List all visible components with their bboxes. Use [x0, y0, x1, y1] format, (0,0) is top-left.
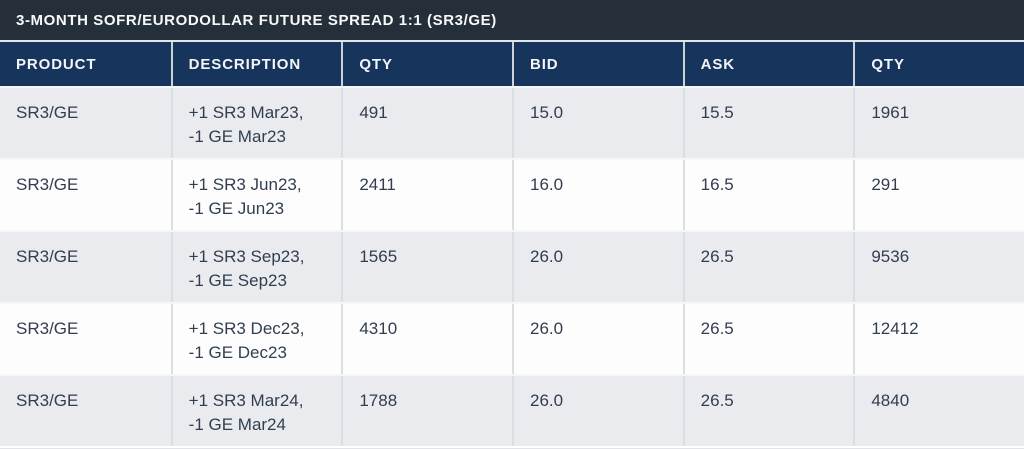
table-header-row: PRODUCT DESCRIPTION QTY BID ASK QTY: [0, 42, 1024, 86]
cell-description: +1 SR3 Mar23, -1 GE Mar23: [170, 88, 342, 158]
cell-bid-qty: 2411: [341, 160, 512, 230]
cell-ask: 15.5: [682, 88, 854, 158]
cell-description: +1 SR3 Jun23, -1 GE Jun23: [170, 160, 342, 230]
cell-description: +1 SR3 Sep23, -1 GE Sep23: [170, 232, 342, 302]
table-row: SR3/GE +1 SR3 Mar23, -1 GE Mar23 491 15.…: [0, 86, 1024, 158]
cell-bid: 26.0: [512, 376, 683, 446]
cell-ask: 26.5: [682, 304, 854, 374]
cell-bid: 26.0: [512, 232, 683, 302]
cell-bid: 16.0: [512, 160, 683, 230]
cell-ask: 16.5: [682, 160, 854, 230]
cell-product: SR3/GE: [16, 103, 79, 122]
cell-ask-qty: 291: [853, 160, 1024, 230]
cell-product: SR3/GE: [16, 391, 79, 410]
cell-ask-qty: 12412: [853, 304, 1024, 374]
cell-ask: 26.5: [682, 232, 854, 302]
cell-bid: 15.0: [512, 88, 683, 158]
cell-bid: 26.0: [512, 304, 683, 374]
cell-ask: 26.5: [682, 376, 854, 446]
column-header-ask: ASK: [682, 42, 854, 86]
column-header-qty-ask: QTY: [853, 42, 1024, 86]
column-header-product: PRODUCT: [16, 55, 97, 73]
cell-product: SR3/GE: [16, 247, 79, 266]
cell-description: +1 SR3 Mar24, -1 GE Mar24: [170, 376, 342, 446]
cell-bid-qty: 1565: [341, 232, 512, 302]
table-title: 3-MONTH SOFR/EURODOLLAR FUTURE SPREAD 1:…: [0, 0, 1024, 42]
cell-bid-qty: 1788: [341, 376, 512, 446]
cell-description: +1 SR3 Dec23, -1 GE Dec23: [170, 304, 342, 374]
column-header-bid: BID: [512, 42, 683, 86]
cell-ask-qty: 4840: [853, 376, 1024, 446]
table-row: SR3/GE +1 SR3 Jun23, -1 GE Jun23 2411 16…: [0, 158, 1024, 230]
cell-ask-qty: 9536: [853, 232, 1024, 302]
table-row: SR3/GE +1 SR3 Dec23, -1 GE Dec23 4310 26…: [0, 302, 1024, 374]
cell-bid-qty: 4310: [341, 304, 512, 374]
cell-product: SR3/GE: [16, 175, 79, 194]
table-row: SR3/GE +1 SR3 Sep23, -1 GE Sep23 1565 26…: [0, 230, 1024, 302]
cell-bid-qty: 491: [341, 88, 512, 158]
table-row: SR3/GE +1 SR3 Mar24, -1 GE Mar24 1788 26…: [0, 374, 1024, 446]
cell-ask-qty: 1961: [853, 88, 1024, 158]
column-header-qty-bid: QTY: [341, 42, 512, 86]
cell-product: SR3/GE: [16, 319, 79, 338]
column-header-description: DESCRIPTION: [170, 42, 342, 86]
